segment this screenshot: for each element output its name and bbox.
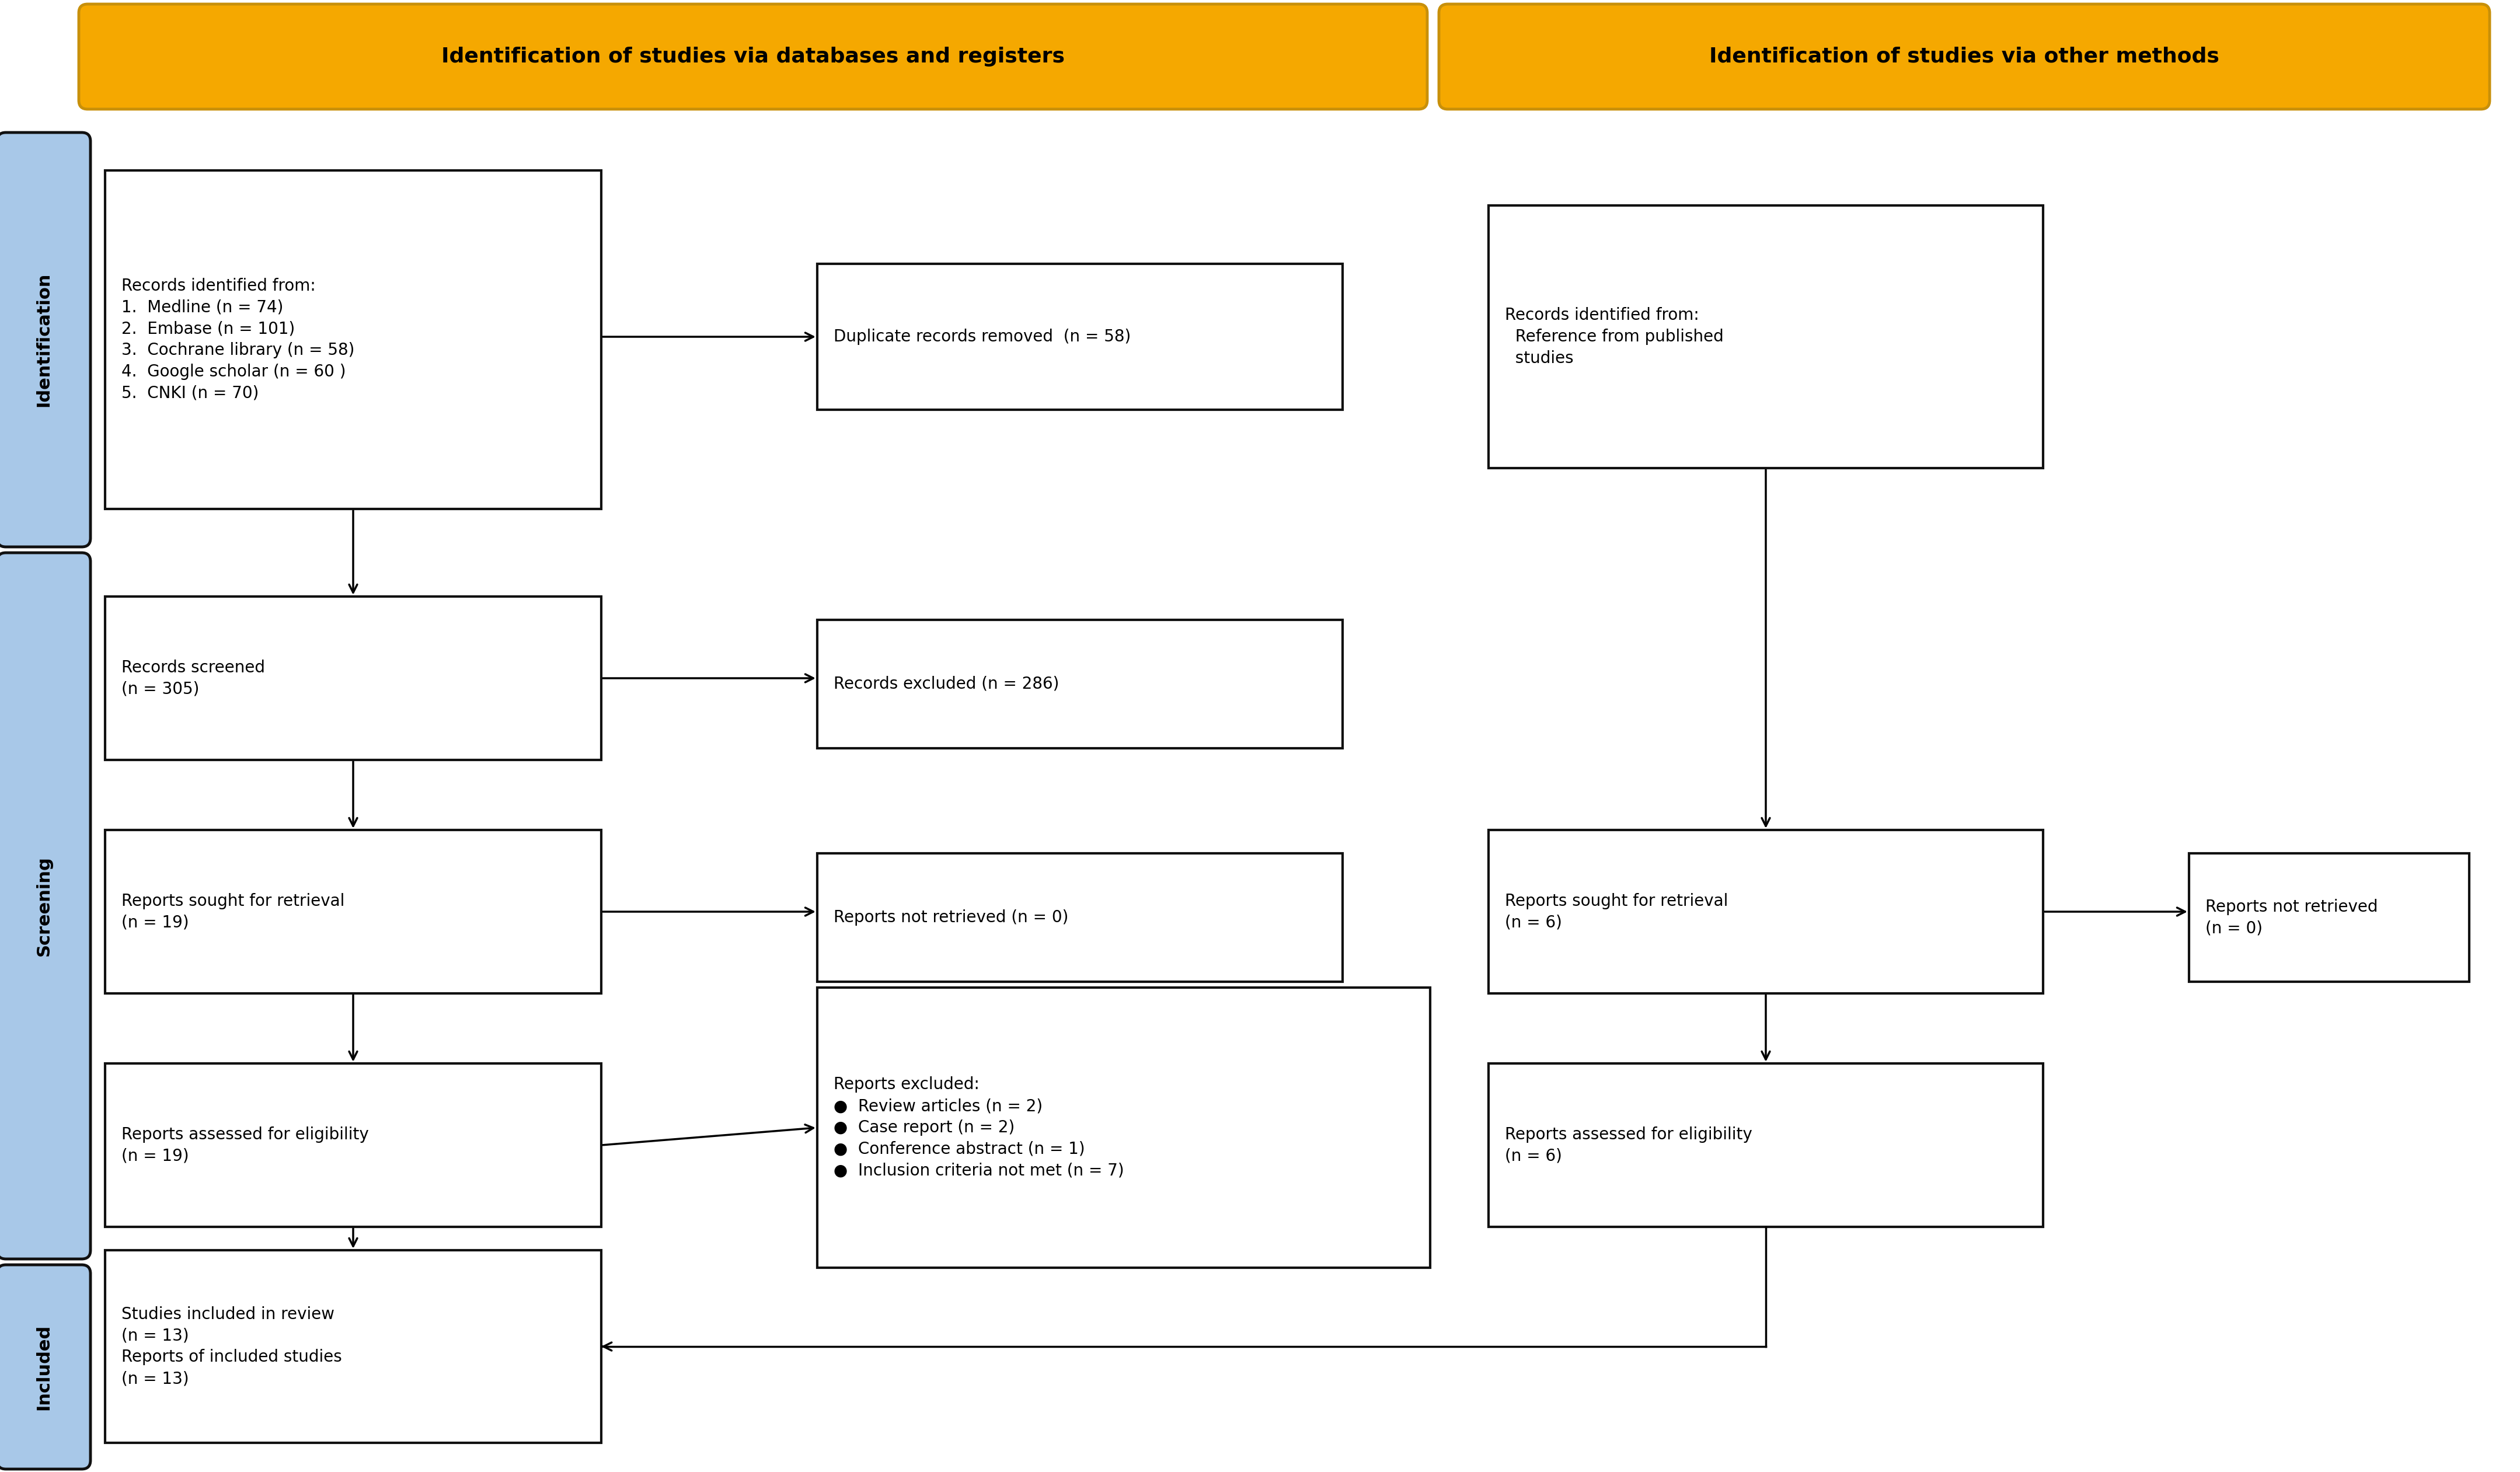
Text: Records identified from:
1.  Medline (n = 74)
2.  Embase (n = 101)
3.  Cochrane : Records identified from: 1. Medline (n =… [121, 278, 355, 402]
Text: Reports sought for retrieval
(n = 19): Reports sought for retrieval (n = 19) [121, 894, 345, 930]
FancyBboxPatch shape [106, 1063, 602, 1226]
FancyBboxPatch shape [0, 552, 91, 1259]
FancyBboxPatch shape [1489, 1063, 2044, 1226]
Text: Identification of studies via other methods: Identification of studies via other meth… [1709, 47, 2220, 66]
FancyBboxPatch shape [816, 988, 1431, 1267]
Text: Duplicate records removed  (n = 58): Duplicate records removed (n = 58) [834, 328, 1131, 344]
FancyBboxPatch shape [1489, 206, 2044, 468]
FancyBboxPatch shape [78, 4, 1426, 109]
FancyBboxPatch shape [1439, 4, 2490, 109]
FancyBboxPatch shape [2190, 854, 2470, 982]
Text: Reports not retrieved (n = 0): Reports not retrieved (n = 0) [834, 910, 1068, 926]
FancyBboxPatch shape [816, 263, 1343, 409]
Text: Reports not retrieved
(n = 0): Reports not retrieved (n = 0) [2205, 898, 2379, 936]
FancyBboxPatch shape [106, 830, 602, 994]
Text: Reports assessed for eligibility
(n = 6): Reports assessed for eligibility (n = 6) [1504, 1126, 1751, 1164]
FancyBboxPatch shape [816, 620, 1343, 748]
FancyBboxPatch shape [106, 1250, 602, 1443]
FancyBboxPatch shape [0, 1264, 91, 1469]
FancyBboxPatch shape [0, 132, 91, 548]
Text: Reports assessed for eligibility
(n = 19): Reports assessed for eligibility (n = 19… [121, 1126, 368, 1164]
Text: Records identified from:
  Reference from published
  studies: Records identified from: Reference from … [1504, 308, 1724, 367]
Text: Screening: Screening [35, 855, 53, 955]
FancyBboxPatch shape [1489, 830, 2044, 994]
Text: Identification of studies via databases and registers: Identification of studies via databases … [441, 47, 1066, 66]
Text: Records excluded (n = 286): Records excluded (n = 286) [834, 676, 1058, 692]
Text: Reports excluded:
●  Review articles (n = 2)
●  Case report (n = 2)
●  Conferenc: Reports excluded: ● Review articles (n =… [834, 1076, 1124, 1179]
Text: Reports sought for retrieval
(n = 6): Reports sought for retrieval (n = 6) [1504, 894, 1729, 930]
FancyBboxPatch shape [106, 171, 602, 509]
Text: Records screened
(n = 305): Records screened (n = 305) [121, 659, 265, 698]
Text: Identification: Identification [35, 272, 53, 406]
FancyBboxPatch shape [816, 854, 1343, 982]
FancyBboxPatch shape [106, 596, 602, 760]
Text: Included: Included [35, 1323, 53, 1410]
Text: Studies included in review
(n = 13)
Reports of included studies
(n = 13): Studies included in review (n = 13) Repo… [121, 1306, 343, 1387]
